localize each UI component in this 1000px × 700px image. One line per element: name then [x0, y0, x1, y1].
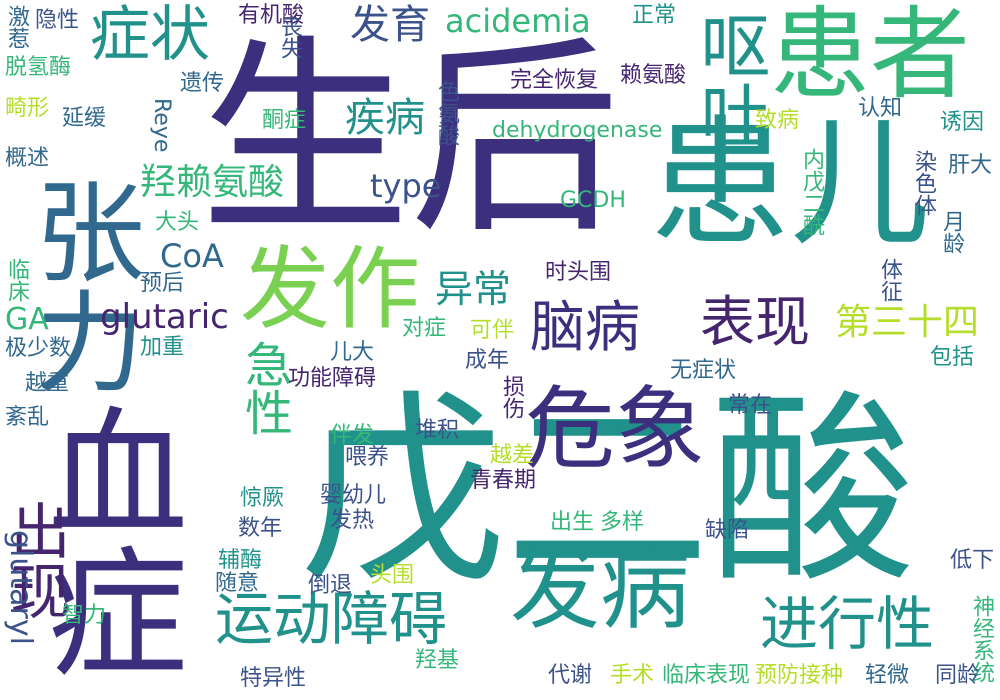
word-yichang: 异常	[435, 267, 512, 311]
word-wuzhengzhuang: 无症状	[670, 358, 737, 383]
word-yufangjiezhong: 预防接种	[755, 663, 844, 688]
word-yueling: 月龄	[939, 210, 964, 254]
word-biaoxian: 表现	[700, 290, 811, 354]
word-tizheng: 体征	[877, 258, 902, 302]
word-touwei: 头围	[370, 563, 415, 588]
word-shitouwei: 时头围	[545, 260, 612, 285]
word-fabing: 发病	[510, 537, 690, 642]
word-jiazhong: 加重	[140, 335, 185, 360]
word-youyin: 诱因	[940, 110, 985, 135]
word-datou: 大头	[155, 210, 200, 235]
word-ga: GA	[5, 302, 49, 337]
word-duoyang: 多样	[600, 510, 645, 535]
word-chusheng: 出生	[550, 510, 595, 535]
word-shunian: 数年	[238, 516, 283, 541]
word-erda: 儿大	[330, 340, 375, 365]
word-glutaric: glutaric	[100, 297, 229, 337]
word-coa: CoA	[160, 237, 224, 275]
word-chuxian: 出现	[0, 500, 70, 620]
word-yuezhong: 越重	[25, 371, 70, 396]
word-dixia: 低下	[950, 548, 995, 573]
word-fazuo: 发作	[240, 237, 420, 342]
word-zhengchang: 正常	[632, 3, 677, 28]
word-jishaoshu: 极少数	[5, 336, 72, 361]
word-quexian: 缺陷	[705, 518, 750, 543]
word-xuezheng: 血症	[24, 400, 187, 680]
word-duizheng: 对症	[402, 316, 447, 341]
word-neiwuerxian: 内戊二酰	[799, 148, 824, 236]
word-duiji: 堆积	[415, 418, 460, 443]
word-qianglaiansuan: 羟赖氨酸	[140, 162, 285, 203]
word-linchuang: 临床	[4, 258, 29, 302]
word-teyixing: 特异性	[240, 666, 307, 691]
word-acidemia: acidemia	[445, 2, 591, 40]
word-daixie: 代谢	[548, 663, 593, 688]
word-yinxing: 隐性	[35, 8, 80, 33]
word-fare: 发热	[330, 508, 375, 533]
word-tongzheng: 酮症	[262, 108, 307, 133]
word-zhili: 智力	[62, 603, 107, 628]
word-seansuan: 色氨酸	[434, 80, 459, 146]
word-yuecha: 越差	[490, 443, 535, 468]
word-glutaryl: glutaryl	[3, 530, 38, 645]
word-gongnengzhangai: 功能障碍	[288, 366, 377, 391]
word-gaishu: 概述	[5, 146, 50, 171]
word-keban: 可伴	[470, 318, 515, 343]
word-fayu: 发育	[350, 2, 430, 48]
word-qingwei: 轻微	[865, 663, 910, 688]
word-laiansuan: 赖氨酸	[620, 63, 687, 88]
word-suiyi: 随意	[215, 571, 260, 596]
word-shenjingxitong: 神经系统	[969, 595, 994, 683]
word-jibing: 疾病	[345, 95, 425, 141]
word-baokuo: 包括	[930, 345, 975, 370]
word-ranseti: 染色体	[911, 150, 936, 216]
word-zhibing: 致病	[755, 108, 800, 133]
word-weixiang: 危象	[525, 377, 705, 482]
word-zhengzhuang: 症状	[90, 0, 210, 70]
word-sangshi: 丧失	[277, 15, 302, 59]
word-changzai: 常在	[728, 393, 773, 418]
word-yundongzhangai: 运动障碍	[215, 585, 448, 653]
word-yuhou: 预后	[140, 271, 185, 296]
word-shenghou: 生后	[200, 17, 621, 262]
word-yingyouer: 婴幼儿	[320, 483, 387, 508]
word-zhangli: 张力	[16, 175, 144, 395]
word-qingchunqi: 青春期	[470, 468, 537, 493]
word-disanshisi: 第三十四	[835, 302, 980, 343]
word-tongling: 同龄	[935, 663, 980, 688]
word-weiyang: 喂养	[345, 445, 390, 470]
word-shoushu: 手术	[610, 663, 655, 688]
word-jinxingxing: 进行性	[760, 590, 935, 658]
word-chengnian: 成年	[465, 348, 510, 373]
word-type: type	[370, 167, 442, 205]
word-youjisuan: 有机酸	[238, 3, 305, 28]
word-linchuangbiaoxian: 临床表现	[662, 663, 751, 688]
word-banfa: 伴发	[330, 423, 375, 448]
word-renzhi: 认知	[858, 96, 903, 121]
word-sunshang: 损伤	[499, 375, 524, 419]
word-jixing-malformation: 畸形	[5, 96, 50, 121]
word-ganda: 肝大	[948, 153, 993, 178]
word-huaner: 患儿	[650, 103, 931, 266]
word-huanzhe: 患者	[770, 0, 970, 113]
word-daotui: 倒退	[308, 573, 353, 598]
word-gcdh: GCDH	[560, 188, 626, 213]
word-naobing: 脑病	[530, 295, 641, 359]
word-tuoqingmei: 脱氢酶	[5, 55, 72, 80]
word-dehydrogenase: dehydrogenase	[492, 118, 663, 143]
word-qiangji: 羟基	[415, 648, 460, 673]
word-jire: 激惹	[4, 5, 29, 49]
word-wuersuan: 戊二酸	[300, 373, 915, 611]
word-fumei: 辅酶	[218, 548, 263, 573]
word-reye: Reye	[149, 98, 174, 153]
word-wanquanhuifu: 完全恢复	[510, 68, 599, 93]
word-wenluan: 紊乱	[5, 405, 50, 430]
word-yanhuan: 延缓	[62, 106, 107, 131]
word-outu: 呕吐	[689, 10, 771, 150]
word-jixing: 急性	[236, 340, 292, 436]
word-jingjue: 惊厥	[240, 486, 285, 511]
word-yichuan: 遗传	[180, 71, 225, 96]
